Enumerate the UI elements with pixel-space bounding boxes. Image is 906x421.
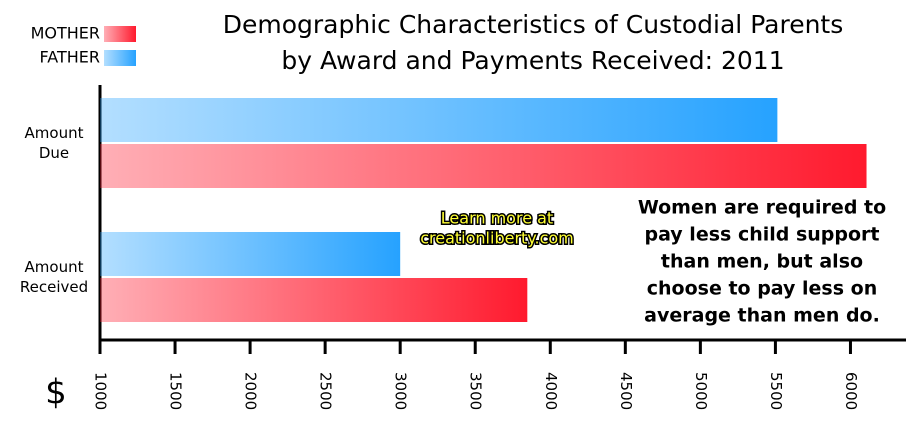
- x-tick-label: 5500: [767, 372, 785, 410]
- legend-swatch: [104, 50, 136, 66]
- x-tick-label: 4500: [617, 372, 635, 410]
- watermark: creationliberty.com: [420, 229, 574, 248]
- x-tick-label: 1500: [167, 372, 185, 410]
- y-tick-label: Amount Received: [20, 258, 88, 296]
- x-tick-label: 3000: [392, 372, 410, 410]
- x-tick-label: 3500: [467, 372, 485, 410]
- x-tick-label: 2000: [242, 372, 260, 410]
- x-tick-label: 5000: [692, 372, 710, 410]
- bar: [100, 232, 401, 276]
- annotation: Women are required to: [638, 197, 886, 219]
- watermark: Learn more at: [441, 209, 553, 228]
- chart-title: by Award and Payments Received: 2011: [281, 46, 784, 75]
- bar: [100, 144, 867, 188]
- legend-label: FATHER: [40, 48, 100, 67]
- x-tick-label: 2500: [317, 372, 335, 410]
- x-tick-label: 4000: [542, 372, 560, 410]
- bar: [100, 278, 528, 322]
- annotation: average than men do.: [644, 305, 880, 327]
- x-axis-label: $: [45, 373, 67, 413]
- chart-title: Demographic Characteristics of Custodial…: [223, 10, 844, 39]
- x-tick-label: 1000: [92, 372, 110, 410]
- annotation: choose to pay less on: [647, 278, 878, 300]
- legend-label: MOTHER: [31, 24, 100, 43]
- bar: [100, 98, 778, 142]
- y-tick-label: Amount Due: [25, 124, 84, 162]
- annotation: pay less child support: [644, 224, 879, 246]
- x-tick-label: 6000: [842, 372, 860, 410]
- annotation: than men, but also: [661, 251, 863, 273]
- legend-swatch: [104, 26, 136, 42]
